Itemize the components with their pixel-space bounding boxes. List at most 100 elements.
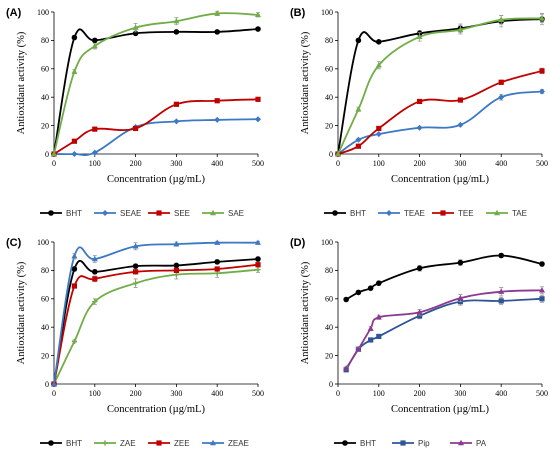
data-point bbox=[376, 125, 382, 132]
data-point bbox=[498, 288, 505, 294]
legend-item: ZEAE bbox=[202, 439, 249, 448]
legend-item: TEE bbox=[432, 209, 474, 218]
data-point bbox=[539, 15, 545, 21]
data-point bbox=[457, 294, 464, 301]
data-point bbox=[368, 337, 374, 343]
legend-swatch-marker bbox=[102, 210, 108, 216]
data-point bbox=[376, 333, 382, 340]
x-tick-label: 500 bbox=[536, 389, 548, 398]
data-point bbox=[173, 267, 179, 273]
data-series bbox=[51, 116, 261, 157]
legend-item: TEAE bbox=[378, 209, 425, 218]
legend-item: Pip bbox=[392, 439, 430, 448]
data-series bbox=[51, 239, 261, 387]
legend-swatch-marker bbox=[400, 440, 406, 446]
legend-item: TAE bbox=[486, 209, 527, 218]
data-point bbox=[417, 313, 423, 319]
legend-swatch-marker bbox=[458, 439, 464, 446]
data-point bbox=[133, 125, 139, 132]
x-tick-label: 200 bbox=[414, 389, 426, 398]
legend-label: TEE bbox=[458, 209, 474, 218]
data-point bbox=[71, 338, 77, 344]
legend-label: PA bbox=[476, 439, 487, 448]
data-point bbox=[498, 16, 505, 23]
data-series bbox=[51, 262, 261, 387]
chart-panel: (A) 0 20 40 60 80 100 0 100 200 300 400 500 Concentra… bbox=[6, 7, 264, 218]
y-tick-label: 100 bbox=[321, 8, 333, 17]
data-point bbox=[133, 280, 139, 286]
data-point bbox=[255, 116, 261, 123]
x-tick-label: 400 bbox=[211, 159, 223, 168]
data-point bbox=[457, 97, 463, 103]
legend-swatch-marker bbox=[342, 440, 348, 446]
series-line bbox=[345, 289, 543, 369]
data-series bbox=[343, 252, 545, 303]
y-axis-title: Antioxidant activity (%) bbox=[300, 31, 311, 134]
data-point bbox=[355, 346, 362, 352]
y-tick-label: 0 bbox=[329, 380, 333, 389]
panel-label: (D) bbox=[290, 237, 306, 249]
data-point bbox=[457, 26, 464, 32]
data-point bbox=[416, 265, 423, 272]
y-tick-label: 20 bbox=[41, 351, 49, 360]
data-point bbox=[133, 269, 139, 275]
data-point bbox=[498, 94, 505, 101]
panel-label: (C) bbox=[6, 237, 22, 249]
data-series bbox=[335, 13, 545, 157]
y-tick-label: 20 bbox=[325, 121, 333, 130]
data-point bbox=[71, 68, 78, 74]
legend-item: BHT bbox=[40, 209, 82, 218]
x-tick-label: 300 bbox=[170, 159, 182, 168]
data-point bbox=[214, 10, 221, 16]
data-point bbox=[539, 261, 545, 267]
x-tick-label: 400 bbox=[211, 389, 223, 398]
data-series bbox=[51, 26, 261, 157]
data-point bbox=[343, 296, 349, 303]
data-point bbox=[255, 96, 261, 102]
data-point bbox=[416, 309, 423, 315]
data-point bbox=[92, 299, 98, 305]
data-point bbox=[498, 79, 504, 85]
x-tick-label: 0 bbox=[52, 389, 56, 398]
y-tick-label: 0 bbox=[45, 150, 49, 159]
data-point bbox=[539, 287, 545, 293]
data-point bbox=[132, 24, 139, 30]
y-tick-label: 100 bbox=[37, 238, 49, 247]
x-tick-label: 100 bbox=[373, 159, 385, 168]
data-point bbox=[376, 280, 382, 286]
data-point bbox=[376, 39, 382, 45]
data-point bbox=[498, 298, 504, 304]
y-tick-label: 60 bbox=[41, 65, 49, 74]
x-tick-label: 300 bbox=[454, 159, 466, 168]
x-tick-label: 400 bbox=[495, 389, 507, 398]
legend-label: SEE bbox=[174, 209, 190, 218]
legend-swatch-marker bbox=[48, 210, 54, 216]
data-point bbox=[355, 106, 362, 112]
data-point bbox=[173, 18, 180, 24]
y-tick-label: 40 bbox=[325, 323, 333, 332]
y-tick-label: 20 bbox=[41, 121, 49, 130]
x-axis-title: Concentration (µg/mL) bbox=[391, 404, 489, 415]
data-point bbox=[173, 101, 179, 107]
data-point bbox=[214, 266, 220, 272]
data-point bbox=[355, 136, 362, 143]
series-line bbox=[53, 263, 259, 385]
legend-label: ZEAE bbox=[228, 439, 249, 448]
series-line bbox=[53, 118, 259, 156]
data-point bbox=[539, 68, 545, 74]
y-tick-label: 80 bbox=[325, 266, 333, 275]
legend-label: Pip bbox=[418, 439, 430, 448]
data-series bbox=[343, 294, 545, 373]
data-point bbox=[255, 267, 261, 273]
legend-item: PA bbox=[450, 439, 487, 448]
chart-panel: (B) 0 20 40 60 80 100 0 100 200 300 400 500 Concentra… bbox=[290, 7, 548, 218]
x-axis-title: Concentration (µg/mL) bbox=[107, 404, 205, 415]
data-point bbox=[355, 289, 362, 296]
series-line bbox=[53, 98, 259, 155]
data-point bbox=[71, 151, 78, 157]
legend-label: BHT bbox=[66, 209, 82, 218]
y-tick-label: 40 bbox=[41, 323, 49, 332]
data-point bbox=[92, 37, 98, 44]
legend-item: ZAE bbox=[94, 439, 136, 448]
x-tick-label: 100 bbox=[373, 389, 385, 398]
